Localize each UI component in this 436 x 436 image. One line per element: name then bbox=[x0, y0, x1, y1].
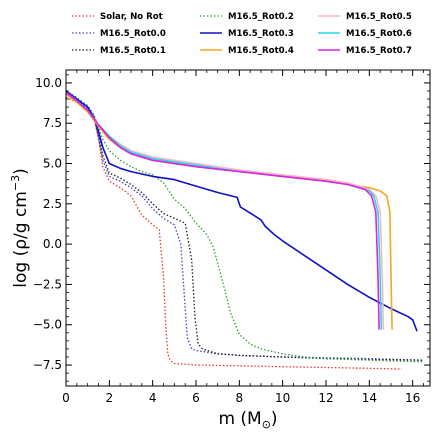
y-tick-label-1: −5.0 bbox=[33, 318, 62, 332]
legend-label-5: M16.5_Rot0.4 bbox=[228, 46, 294, 56]
x-tick-label-5: 10 bbox=[275, 391, 290, 405]
x-tick-label-6: 12 bbox=[318, 391, 333, 405]
series-line-3 bbox=[65, 90, 424, 363]
y-tick-label-4: 2.5 bbox=[43, 197, 62, 211]
plot-series bbox=[65, 90, 424, 370]
x-tick-label-1: 2 bbox=[106, 391, 114, 405]
y-tick-label-0: −7.5 bbox=[33, 358, 62, 372]
x-axis-ticks: 0 2 4 6 8 10 12 14 16 bbox=[62, 70, 424, 405]
series-line-8 bbox=[65, 91, 380, 330]
y-tick-label-7: 10.0 bbox=[35, 76, 62, 90]
y-tick-label-6: 7.5 bbox=[43, 116, 62, 130]
legend-label-1: M16.5_Rot0.0 bbox=[100, 29, 166, 39]
series-line-5 bbox=[65, 93, 393, 330]
x-tick-label-0: 0 bbox=[62, 391, 70, 405]
series-line-4 bbox=[65, 90, 418, 332]
y-tick-label-3: 0.0 bbox=[43, 237, 62, 251]
y-tick-label-2: −2.5 bbox=[33, 277, 62, 291]
legend-label-3: M16.5_Rot0.2 bbox=[228, 12, 294, 22]
x-tick-label-7: 14 bbox=[362, 391, 377, 405]
x-tick-label-8: 16 bbox=[405, 391, 420, 405]
legend-label-4: M16.5_Rot0.3 bbox=[228, 29, 294, 39]
series-line-2 bbox=[65, 92, 424, 361]
x-tick-label-2: 4 bbox=[149, 391, 157, 405]
x-axis-label: m (M⊙) bbox=[218, 409, 277, 431]
series-line-1 bbox=[65, 93, 424, 361]
legend-label-0: Solar, No Rot bbox=[100, 12, 163, 22]
series-line-0 bbox=[65, 96, 402, 370]
plot-frame bbox=[65, 69, 431, 387]
x-tick-label-4: 8 bbox=[236, 391, 244, 405]
legend-label-7: M16.5_Rot0.6 bbox=[346, 29, 412, 39]
y-axis-label: log (ρ/g cm−3) bbox=[9, 168, 31, 287]
legend-label-6: M16.5_Rot0.5 bbox=[346, 12, 412, 22]
y-tick-label-5: 5.0 bbox=[43, 157, 62, 171]
legend: Solar, No Rot M16.5_Rot0.0 M16.5_Rot0.1 M16… bbox=[72, 12, 412, 56]
legend-label-2: M16.5_Rot0.1 bbox=[100, 46, 166, 56]
legend-label-8: M16.5_Rot0.7 bbox=[346, 46, 412, 56]
y-axis-ticks: −7.5 −5.0 −2.5 0.0 2.5 5.0 7.5 10.0 bbox=[33, 74, 430, 382]
x-tick-label-3: 6 bbox=[192, 391, 200, 405]
series-line-6 bbox=[65, 91, 385, 330]
series-line-7 bbox=[65, 91, 383, 330]
